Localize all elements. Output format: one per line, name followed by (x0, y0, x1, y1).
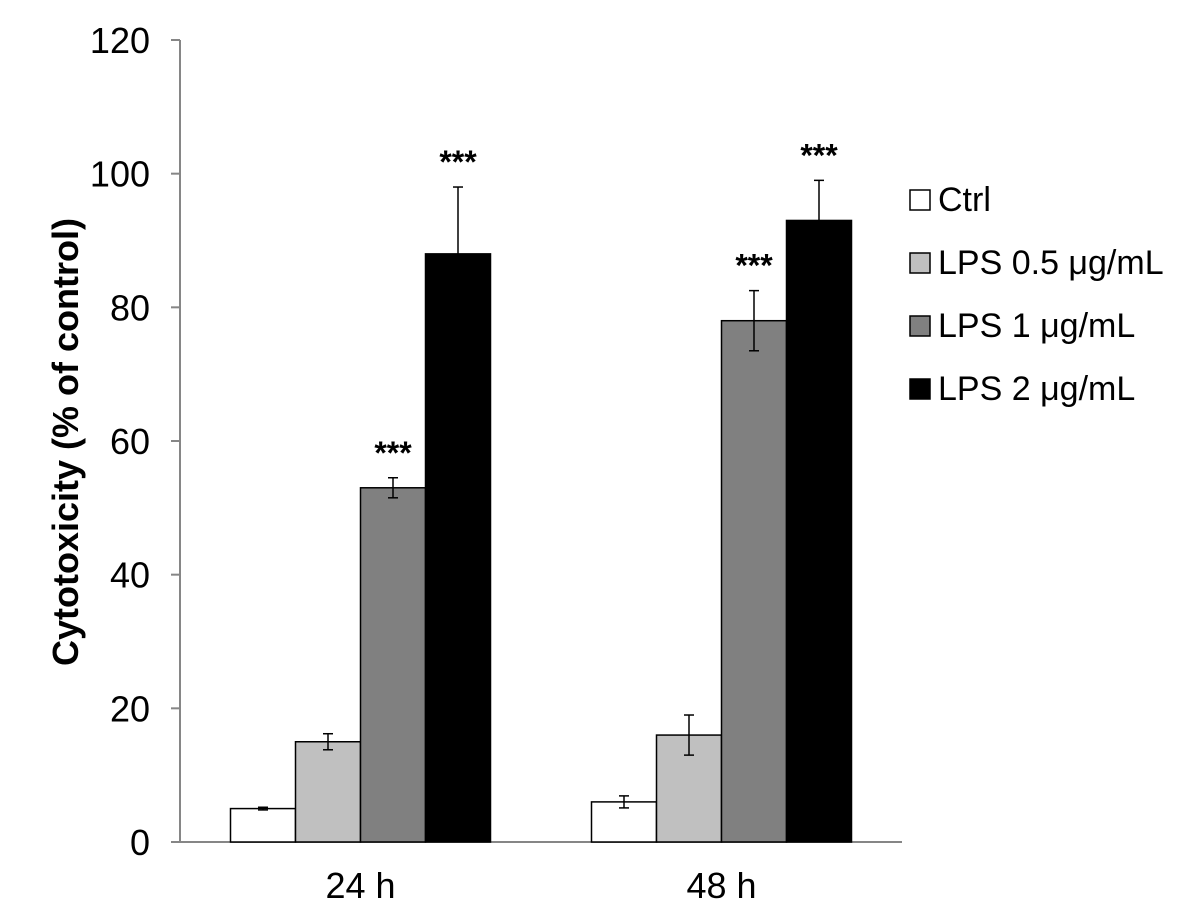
y-tick-label: 60 (110, 421, 150, 462)
y-tick-label: 100 (90, 154, 150, 195)
x-tick-labels: 24 h 48 h (325, 865, 756, 906)
legend-label: LPS 2 μg/mL (938, 370, 1135, 408)
significance-label: *** (374, 435, 412, 471)
significance-marks: *** *** *** *** (374, 137, 838, 470)
significance-label: *** (735, 248, 773, 284)
x-tick-label: 48 h (686, 865, 756, 906)
legend-swatch (909, 315, 931, 337)
legend-label: Ctrl (938, 181, 991, 219)
y-tick-label: 120 (90, 20, 150, 61)
legend: Ctrl LPS 0.5 μg/mL LPS 1 μg/mL LPS 2 μg/mL (909, 181, 1164, 408)
y-axis-title: Cytotoxicity (% of control) (45, 218, 86, 666)
significance-label: *** (439, 144, 477, 180)
bar (294, 741, 362, 843)
legend-swatch (909, 189, 931, 211)
significance-label: *** (800, 137, 838, 173)
legend-swatch (909, 378, 931, 400)
y-tick-label: 40 (110, 555, 150, 596)
legend-swatch (909, 252, 931, 274)
error-bars (258, 179, 824, 811)
bar (785, 219, 853, 843)
bar (359, 487, 427, 843)
y-tick-label: 0 (130, 822, 150, 863)
y-ticks: 0 20 40 60 80 100 120 (90, 20, 180, 863)
legend-label: LPS 0.5 μg/mL (938, 244, 1164, 282)
y-tick-label: 80 (110, 287, 150, 328)
bar (424, 253, 492, 843)
x-tick-label: 24 h (325, 865, 395, 906)
y-tick-label: 20 (110, 688, 150, 729)
bar (229, 807, 297, 843)
bar (720, 319, 788, 843)
legend-label: LPS 1 μg/mL (938, 307, 1135, 345)
bars (229, 219, 853, 843)
